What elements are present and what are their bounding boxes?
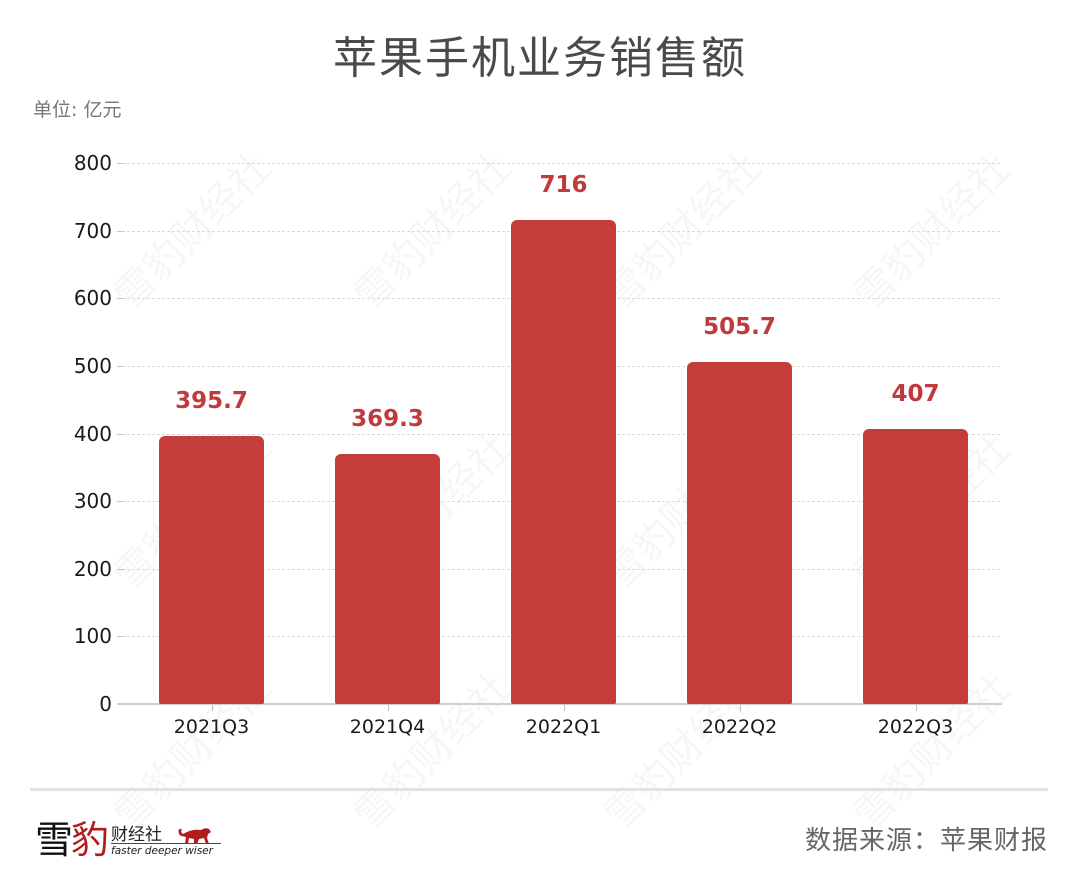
logo-char-leopard: 豹	[71, 818, 110, 862]
leopard-icon	[178, 828, 211, 844]
bar-value-label: 407	[891, 380, 940, 407]
bar-2021q3	[159, 436, 264, 704]
bar-value-label: 716	[539, 171, 588, 198]
y-tick-label: 800	[73, 151, 112, 175]
brand-logo: 雪 豹 财经社 faster deeper wiser	[35, 818, 235, 866]
x-tick-label: 2022Q2	[701, 716, 778, 738]
y-tick-mark	[117, 230, 125, 232]
y-tick-label: 0	[99, 692, 112, 716]
gridline	[117, 163, 1000, 164]
y-tick-mark	[117, 298, 125, 300]
bar-2022q1	[511, 219, 616, 704]
y-tick-label: 600	[73, 286, 112, 311]
x-tick-mark	[739, 705, 741, 711]
bar-2022q3	[863, 428, 968, 704]
unit-label: 单位: 亿元	[33, 99, 122, 121]
x-tick-mark	[211, 705, 213, 711]
bar-value-label: 395.7	[175, 388, 248, 415]
bar-chart: 雪豹财经社雪豹财经社雪豹财经社雪豹财经社雪豹财经社雪豹财经社雪豹财经社雪豹财经社…	[73, 138, 1021, 738]
footer-divider	[30, 788, 1048, 791]
y-tick-mark	[117, 568, 125, 570]
y-tick-label: 300	[73, 489, 112, 514]
x-tick-label: 2021Q3	[173, 716, 250, 738]
y-tick-label: 700	[73, 218, 112, 243]
y-tick-label: 100	[73, 624, 112, 649]
x-tick-label: 2022Q1	[525, 716, 602, 738]
x-tick-mark	[915, 705, 917, 711]
bar-2022q2	[687, 362, 792, 704]
y-tick-mark	[117, 163, 125, 164]
data-source: 数据来源：苹果财报	[804, 826, 1048, 856]
y-tick-mark	[117, 636, 125, 638]
x-tick-mark	[563, 705, 565, 711]
logo-underline	[111, 843, 221, 844]
y-tick-mark	[117, 365, 125, 367]
logo-char-snow: 雪	[35, 818, 74, 862]
bar-value-label: 369.3	[351, 406, 424, 433]
x-tick-label: 2022Q3	[877, 716, 954, 738]
logo-slogan: faster deeper wiser	[111, 845, 213, 857]
x-tick-label: 2021Q4	[349, 716, 426, 738]
y-tick-mark	[117, 501, 125, 503]
chart-title: 苹果手机业务销售额	[333, 33, 747, 84]
y-tick-label: 500	[73, 353, 112, 378]
x-tick-mark	[387, 705, 389, 711]
y-tick-label: 200	[73, 556, 112, 581]
x-axis-line	[117, 703, 1002, 705]
logo-name: 财经社	[111, 825, 162, 845]
y-tick-mark	[117, 433, 125, 435]
y-tick-label: 400	[73, 421, 112, 446]
bar-value-label: 505.7	[703, 314, 776, 341]
bar-2021q4	[335, 454, 440, 704]
